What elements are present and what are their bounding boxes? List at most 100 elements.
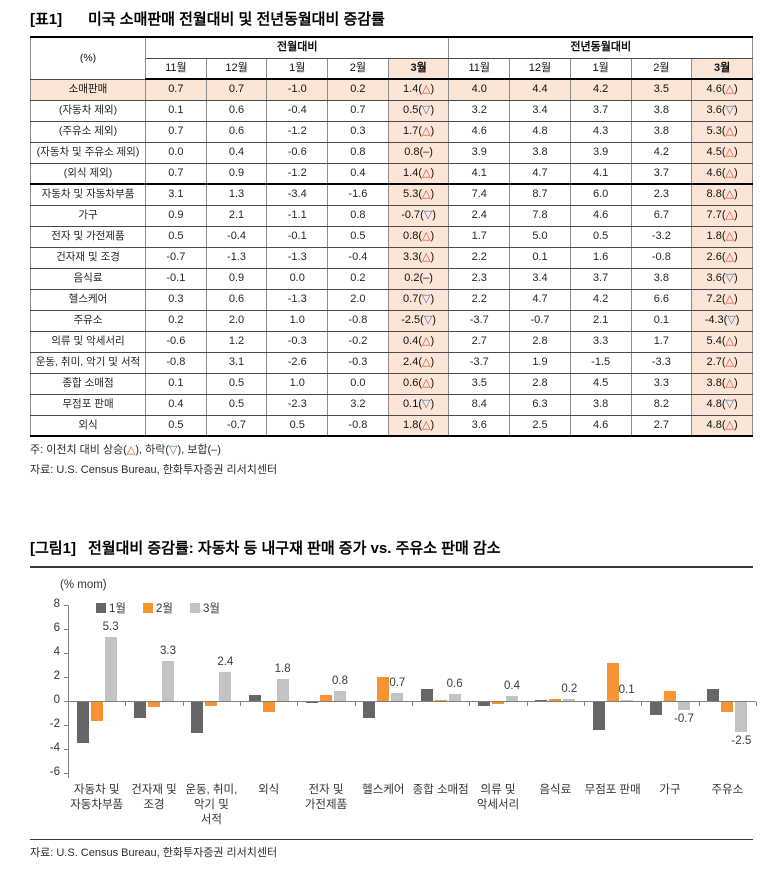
cell-value: 4.5 [569, 372, 632, 395]
cell-value: 2.0 [327, 288, 389, 311]
bar-2월-12 [721, 702, 734, 712]
bar-2월-1 [90, 702, 103, 722]
month-header: 11월 [448, 57, 511, 80]
cell-value-march: 4.8(▽) [691, 393, 753, 416]
table-row: 건자재 및 조경 -0.7 -1.3 -1.3 -0.4 3.3(△) 2.2 0.1 1.6-… [30, 246, 753, 269]
cell-value-march: 7.2(△) [691, 288, 753, 311]
cell-value-march: 3.8(△) [691, 372, 753, 395]
bar-data-label: 2.4 [217, 656, 234, 669]
up-triangle-icon: △ [725, 356, 734, 368]
cell-value: 4.3 [569, 120, 632, 143]
note-text: ), 보합(–) [177, 444, 221, 456]
legend-item-3월: 3월 [189, 600, 220, 616]
note-symbol: ▽ [169, 444, 178, 456]
cell-value-march: 4.5(△) [691, 141, 753, 164]
bar-data-label: 0.7 [389, 676, 406, 689]
row-label: 종합 소매점 [30, 372, 146, 395]
cell-value: 0.0 [145, 141, 207, 164]
cell-value: -1.5 [569, 351, 632, 374]
up-triangle-icon: △ [725, 293, 734, 305]
category-tick-mark [756, 702, 757, 706]
cell-value: -0.8 [630, 246, 693, 269]
up-triangle-icon: △ [422, 166, 431, 179]
row-label: 외식 [30, 414, 146, 437]
cell-value-march: 1.4(△) [387, 78, 450, 101]
cell-value: -0.7 [509, 309, 571, 332]
cell-value: 0.5 [327, 225, 389, 248]
table-row: 가구 0.9 2.1 -1.1 0.8 -0.7(▽) 2.4 7.8 4.6 6.7 7.7(△) [30, 204, 753, 227]
cell-value: -3.7 [448, 309, 511, 332]
bar-data-label: -2.5 [731, 735, 752, 747]
cell-value-march: 0.8(–) [387, 141, 450, 164]
y-tick-mark [64, 725, 68, 726]
cell-value: 0.0 [327, 372, 389, 395]
cell-value: 1.0 [266, 372, 329, 395]
month-header: 12월 [509, 57, 571, 80]
cell-value: 3.8 [569, 393, 632, 416]
cell-value: 1.9 [509, 351, 571, 374]
cell-value: 2.2 [448, 246, 511, 269]
table-body: 소매판매 0.7 0.7 -1.0 0.2 1.4(△) 4.0 4.4 4.2 3.5 4.6(△… [30, 78, 753, 437]
cell-value: 3.9 [448, 141, 511, 164]
cell-value: 3.8 [630, 120, 693, 143]
cell-value: -0.4 [266, 99, 329, 122]
cell-value: 0.9 [205, 267, 268, 290]
flat-triangle-icon: – [423, 272, 430, 284]
row-label: 헬스케어 [30, 288, 146, 311]
cell-value: 3.4 [509, 267, 571, 290]
group-header-yoy: 전년동월대비 [448, 36, 753, 59]
row-label: (자동차 및 주유소 제외) [30, 141, 146, 164]
cell-value: -3.7 [448, 351, 511, 374]
cell-value: -0.6 [266, 141, 329, 164]
row-label: (자동차 제외) [30, 99, 146, 122]
x-axis-line [68, 701, 756, 702]
category-tick-mark [125, 702, 126, 706]
cell-value: -1.2 [266, 120, 329, 143]
up-triangle-icon: △ [422, 230, 431, 242]
cell-value-march: -2.5(▽) [387, 309, 450, 332]
table-row: (자동차 제외) 0.1 0.6 -0.4 0.7 0.5(▽) 3.2 3.4 3.7 3.8 3… [30, 99, 753, 122]
cell-value: 0.6 [205, 288, 268, 311]
cell-value: 2.4 [448, 204, 511, 227]
chart-title-rule [30, 566, 753, 568]
chart-legend: 1월 2월 3월 [96, 600, 220, 616]
cell-value: 2.1 [569, 309, 632, 332]
cell-value-march: 0.7(▽) [387, 288, 450, 311]
cell-value: -0.8 [327, 414, 389, 437]
cell-value-march: 3.3(△) [387, 246, 450, 269]
cell-value: 0.8 [327, 141, 389, 164]
row-label: 소매판매 [30, 78, 146, 101]
cell-value: 2.5 [509, 414, 571, 437]
bar-1월-1 [76, 702, 89, 743]
up-triangle-icon: △ [725, 125, 734, 137]
bar-1월-10 [592, 702, 605, 730]
row-label: 전자 및 가전제품 [30, 225, 146, 248]
cell-value: 0.0 [266, 267, 329, 290]
down-triangle-icon: ▽ [725, 272, 734, 284]
row-label: 자동차 및 자동차부품 [30, 183, 146, 206]
table-row-total: 소매판매 0.7 0.7 -1.0 0.2 1.4(△) 4.0 4.4 4.2 3.5 4.6(△… [30, 78, 753, 101]
cell-value-march: 0.5(▽) [387, 99, 450, 122]
y-tick-label: -2 [49, 718, 60, 730]
bar-data-label: 5.3 [102, 621, 119, 634]
up-triangle-icon: △ [725, 418, 734, 431]
up-triangle-icon: △ [725, 335, 734, 347]
month-header: 1월 [266, 57, 329, 80]
cell-value: 6.7 [630, 204, 693, 227]
cell-value: -0.6 [145, 330, 207, 353]
cell-value: 3.1 [145, 183, 207, 206]
table-row: 운동, 취미, 악기 및 서적 -0.8 3.1 -2.6 -0.3 2.4(△) -3.7… [30, 351, 753, 374]
cell-value: 0.3 [145, 288, 207, 311]
cell-value: 4.4 [509, 78, 571, 101]
chart-bottom-rule [30, 839, 753, 840]
cell-value: 3.1 [205, 351, 268, 374]
bar-2월-8 [492, 702, 504, 705]
cell-value-march: 5.3(△) [691, 120, 753, 143]
up-triangle-icon: △ [725, 230, 734, 242]
legend-swatch-icon [142, 603, 153, 613]
table-note: 주: 이전치 대비 상승(△), 하락(▽), 보합(–) [30, 443, 753, 457]
row-label: (외식 제외) [30, 162, 146, 185]
cell-value-march: 8.8(△) [691, 183, 753, 206]
cell-value: 0.7 [205, 78, 268, 101]
